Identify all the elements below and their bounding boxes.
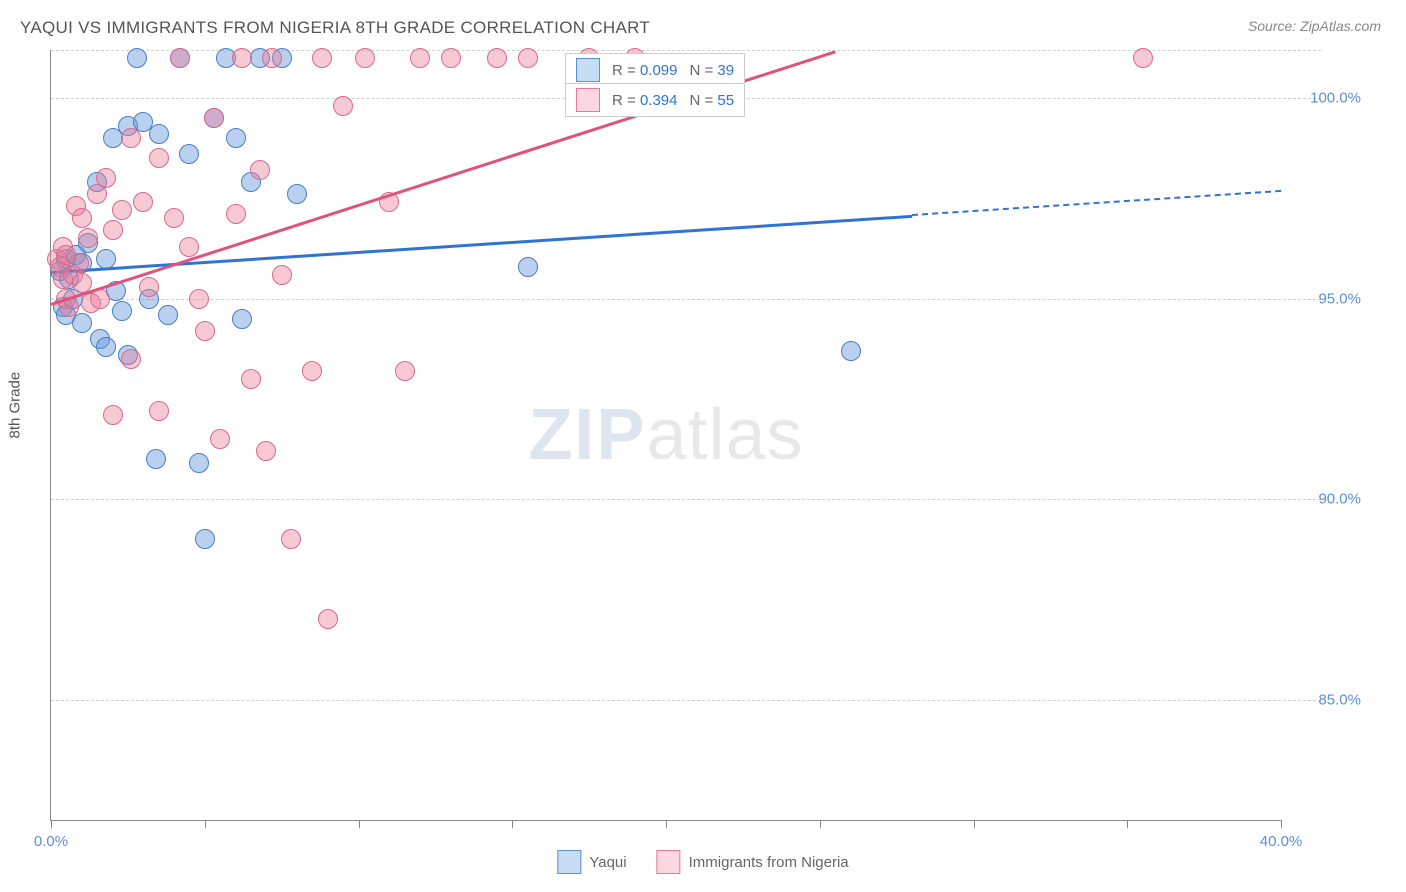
data-point: [487, 48, 507, 68]
data-point: [179, 144, 199, 164]
data-point: [441, 48, 461, 68]
y-tick-label: 90.0%: [1301, 491, 1361, 508]
source-attribution: Source: ZipAtlas.com: [1248, 18, 1381, 34]
data-point: [149, 401, 169, 421]
data-point: [204, 108, 224, 128]
stat-n: N = 39: [689, 62, 734, 79]
y-axis-label: 8th Grade: [7, 372, 24, 439]
data-point: [241, 369, 261, 389]
x-tick: [51, 820, 52, 828]
data-point: [149, 148, 169, 168]
trend-line-dashed: [912, 190, 1281, 216]
data-point: [287, 184, 307, 204]
legend-item-nigeria: Immigrants from Nigeria: [657, 850, 849, 874]
swatch-yaqui: [557, 850, 581, 874]
bottom-legend: Yaqui Immigrants from Nigeria: [557, 850, 848, 874]
x-tick-label: 40.0%: [1260, 833, 1303, 850]
x-tick: [205, 820, 206, 828]
data-point: [262, 48, 282, 68]
stat-r: R = 0.099: [612, 62, 677, 79]
data-point: [179, 237, 199, 257]
data-point: [103, 405, 123, 425]
x-tick: [1127, 820, 1128, 828]
data-point: [121, 349, 141, 369]
legend-label-nigeria: Immigrants from Nigeria: [689, 854, 849, 871]
legend-item-yaqui: Yaqui: [557, 850, 626, 874]
x-tick: [359, 820, 360, 828]
data-point: [841, 341, 861, 361]
data-point: [195, 321, 215, 341]
legend-stats-box: R = 0.394 N = 55: [565, 83, 745, 117]
data-point: [112, 301, 132, 321]
legend-stats-box: R = 0.099 N = 39: [565, 53, 745, 87]
x-tick: [820, 820, 821, 828]
data-point: [121, 128, 141, 148]
data-point: [164, 208, 184, 228]
data-point: [72, 208, 92, 228]
data-point: [312, 48, 332, 68]
data-point: [518, 257, 538, 277]
chart-title: YAQUI VS IMMIGRANTS FROM NIGERIA 8TH GRA…: [20, 18, 650, 38]
x-tick: [512, 820, 513, 828]
data-point: [146, 449, 166, 469]
data-point: [96, 168, 116, 188]
data-point: [250, 160, 270, 180]
stat-r: R = 0.394: [612, 92, 677, 109]
plot-area: ZIPatlas 85.0%90.0%95.0%100.0%0.0%40.0%: [50, 50, 1281, 821]
legend-label-yaqui: Yaqui: [589, 854, 626, 871]
x-tick-label: 0.0%: [34, 833, 68, 850]
data-point: [78, 228, 98, 248]
grid-line: [51, 499, 1321, 500]
data-point: [69, 253, 89, 273]
grid-line: [51, 299, 1321, 300]
data-point: [410, 48, 430, 68]
data-point: [272, 265, 292, 285]
x-tick: [974, 820, 975, 828]
data-point: [133, 192, 153, 212]
data-point: [318, 609, 338, 629]
watermark: ZIPatlas: [528, 394, 803, 476]
watermark-zip: ZIP: [528, 395, 646, 475]
data-point: [232, 309, 252, 329]
data-point: [189, 453, 209, 473]
data-point: [112, 200, 132, 220]
data-point: [1133, 48, 1153, 68]
data-point: [170, 48, 190, 68]
watermark-atlas: atlas: [646, 395, 803, 475]
data-point: [281, 529, 301, 549]
data-point: [195, 529, 215, 549]
y-tick-label: 100.0%: [1301, 90, 1361, 107]
y-tick-label: 85.0%: [1301, 691, 1361, 708]
x-tick: [666, 820, 667, 828]
data-point: [210, 429, 230, 449]
data-point: [355, 48, 375, 68]
data-point: [333, 96, 353, 116]
data-point: [302, 361, 322, 381]
data-point: [226, 128, 246, 148]
grid-line: [51, 700, 1321, 701]
y-tick-label: 95.0%: [1301, 290, 1361, 307]
data-point: [256, 441, 276, 461]
swatch-icon: [576, 88, 600, 112]
swatch-icon: [576, 58, 600, 82]
data-point: [518, 48, 538, 68]
data-point: [96, 337, 116, 357]
data-point: [127, 48, 147, 68]
data-point: [395, 361, 415, 381]
x-tick: [1281, 820, 1282, 828]
data-point: [189, 289, 209, 309]
data-point: [139, 277, 159, 297]
data-point: [232, 48, 252, 68]
swatch-nigeria: [657, 850, 681, 874]
data-point: [103, 220, 123, 240]
data-point: [226, 204, 246, 224]
stat-n: N = 55: [689, 92, 734, 109]
data-point: [72, 313, 92, 333]
data-point: [96, 249, 116, 269]
data-point: [149, 124, 169, 144]
data-point: [158, 305, 178, 325]
